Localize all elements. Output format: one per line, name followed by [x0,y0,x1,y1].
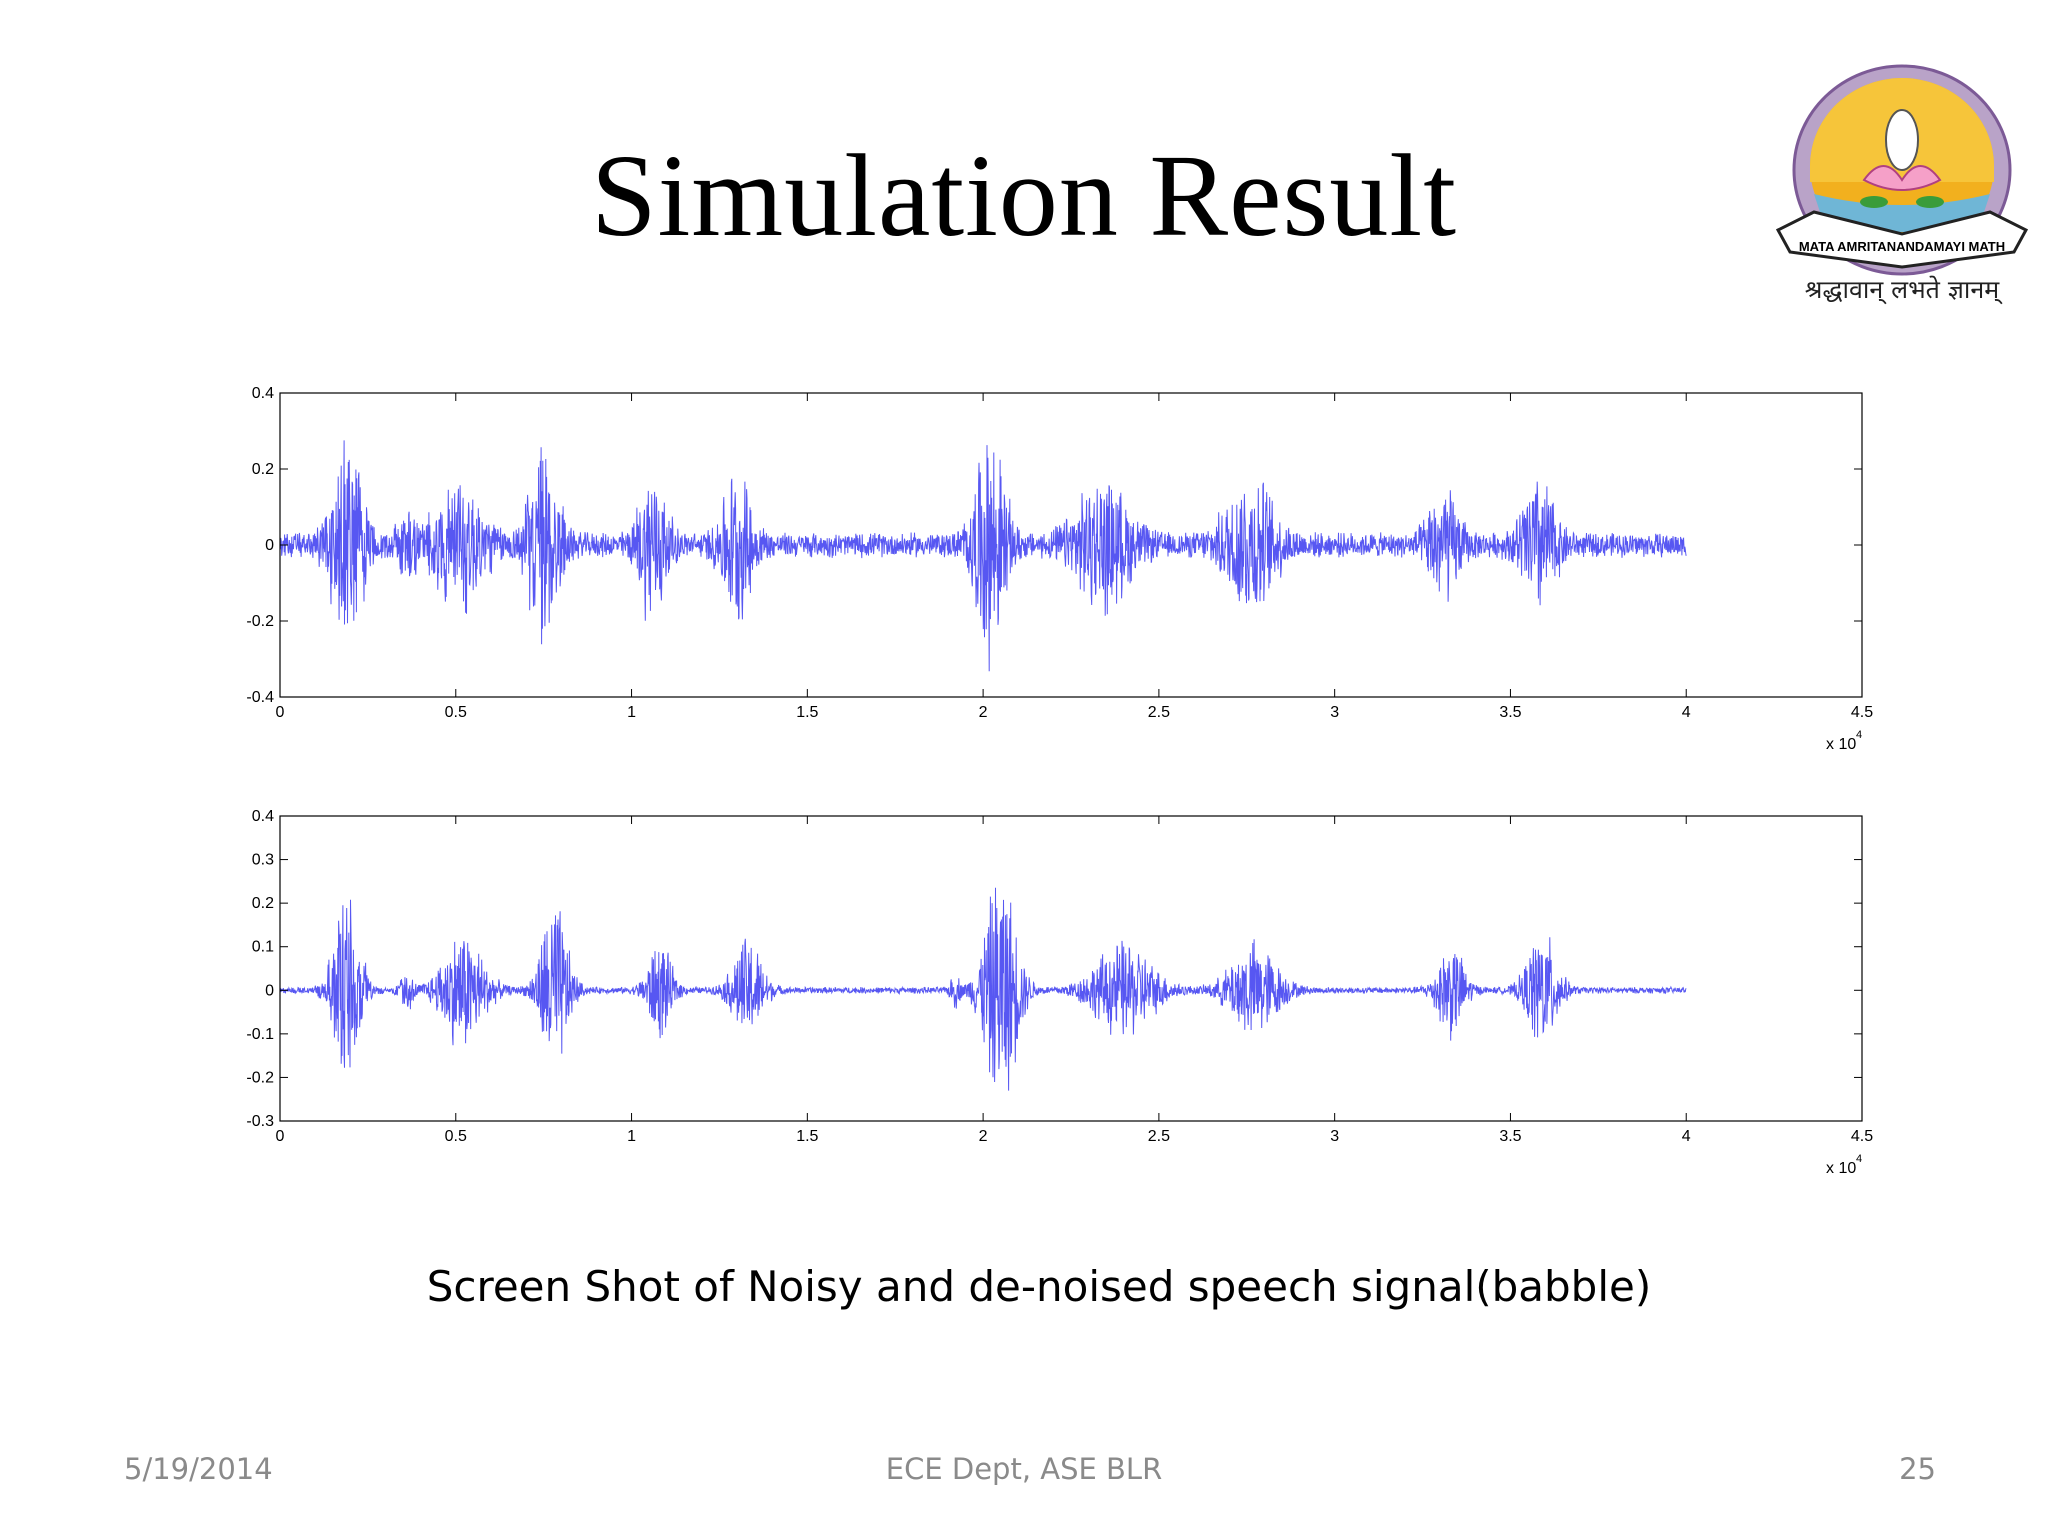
logo-banner [1775,210,2029,269]
x-tick-label: 0 [276,704,285,721]
signal-trace-1 [279,440,1687,672]
denoised-signal-plot: 0 0.5 1 1.5 2 2.5 3 3.5 4 4.5 0.4 0.3 0.2 0.1 0 -0.1 -0.… [246,808,1873,1177]
logo-banner-text: MATA AMRITANANDAMAYI MATH [1799,239,2005,254]
y-tick-label: -0.2 [246,1069,274,1086]
footer-page-number: 25 [1899,1452,1936,1486]
y-tick-label: 0 [265,537,274,554]
x-tick-label: 0 [276,1128,285,1145]
x-multiplier-label: x 10 [1826,1160,1856,1177]
signal-trace-1 [279,887,1687,1091]
y-tick-label: 0.4 [252,385,274,402]
x-tick-label: 3.5 [1499,704,1521,721]
slide-title: Simulation Result [591,130,1457,261]
y-tick-label: -0.3 [246,1113,274,1130]
y-tick-label: 0.1 [252,939,274,956]
x-multiplier-exponent: 4 [1856,1153,1862,1165]
y-tick-label: 0.2 [252,461,274,478]
x-tick-label: 1 [627,704,636,721]
x-multiplier-exponent: 4 [1856,729,1862,741]
figure-caption: Screen Shot of Noisy and de-noised speec… [426,1262,1652,1311]
x-tick-label: 1.5 [796,704,818,721]
footer-date: 5/19/2014 [124,1452,273,1486]
plot-axes-box [279,815,1863,1122]
x-multiplier-label: x 10 [1826,736,1856,753]
x-tick-label: 3 [1330,1128,1339,1145]
y-tick-label: -0.2 [246,613,274,630]
y-tick-label: -0.4 [246,689,274,706]
x-tick-label: 3.5 [1499,1128,1521,1145]
x-tick-label: 4.5 [1851,704,1873,721]
x-tick-label: 4 [1682,1128,1691,1145]
institution-logo: MATA AMRITANANDAMAYI MATH श्रद्धावान् लभ… [1775,64,2029,305]
x-tick-label: 1.5 [796,1128,818,1145]
logo-motto: श्रद्धावान् लभते ज्ञानम् [1805,275,2003,305]
x-tick-label: 3 [1330,704,1339,721]
x-tick-label: 0.5 [445,704,467,721]
y-tick-label: 0 [265,982,274,999]
x-tick-label: 4.5 [1851,1128,1873,1145]
y-tick-label: 0.2 [252,895,274,912]
x-tick-label: 1 [627,1128,636,1145]
y-tick-label: 0.3 [252,852,274,869]
footer-department: ECE Dept, ASE BLR [885,1452,1163,1486]
y-tick-label: -0.1 [246,1026,274,1043]
x-tick-label: 4 [1682,704,1691,721]
x-tick-label: 0.5 [445,1128,467,1145]
y-tick-label: 0.4 [252,808,274,825]
x-tick-label: 2.5 [1148,1128,1170,1145]
x-tick-label: 2 [979,1128,988,1145]
x-tick-label: 2 [979,704,988,721]
noisy-signal-plot: 0 0.5 1 1.5 2 2.5 3 3.5 4 4.50.40.20-0.2-0.4x 104 [246,385,1873,753]
x-tick-label: 2.5 [1148,704,1170,721]
